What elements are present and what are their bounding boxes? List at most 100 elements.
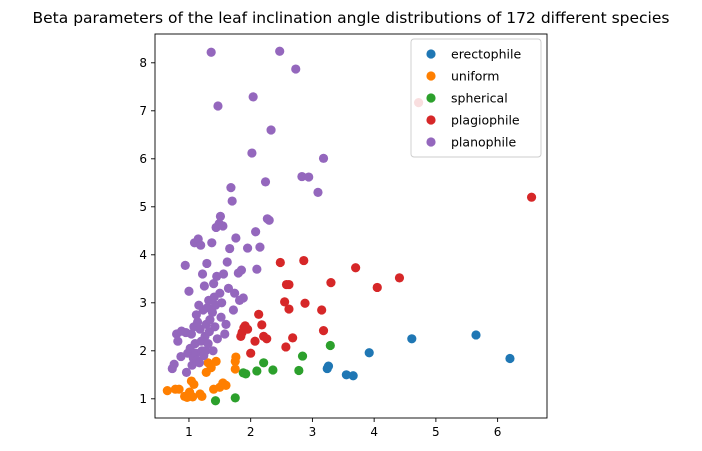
data-point: [394, 273, 405, 283]
data-point: [275, 46, 285, 56]
data-point: [242, 324, 253, 334]
y-tick-label: 8: [139, 56, 147, 70]
legend-label: erectophile: [451, 47, 521, 62]
data-point: [297, 351, 308, 361]
data-point: [191, 310, 201, 320]
x-tick-label: 2: [247, 425, 255, 439]
series-erectophile: [322, 330, 515, 381]
data-point: [162, 386, 172, 396]
data-point: [230, 288, 240, 298]
data-point: [260, 177, 271, 187]
data-point: [176, 351, 186, 362]
data-point: [186, 329, 197, 339]
data-point: [207, 307, 218, 317]
data-point: [505, 353, 515, 364]
legend-marker: [426, 93, 436, 103]
data-point: [248, 92, 258, 102]
data-point: [223, 283, 234, 293]
plot-border: [154, 33, 548, 419]
legend-label: planophile: [451, 135, 516, 150]
data-point: [188, 392, 198, 402]
legend: erectophile uniform spherical plagiophile pl…: [410, 38, 542, 158]
y-tick-label: 7: [139, 104, 147, 118]
x-tick-label: 3: [309, 425, 317, 439]
data-point: [208, 346, 218, 356]
legend-label: uniform: [451, 69, 499, 84]
data-point: [222, 257, 232, 267]
data-point: [195, 324, 205, 334]
data-point: [206, 363, 216, 373]
data-point: [218, 221, 228, 231]
data-point: [242, 243, 253, 253]
data-point: [211, 356, 221, 366]
data-point: [192, 317, 203, 327]
data-point: [299, 255, 309, 266]
data-point: [203, 339, 213, 349]
legend-marker: [426, 115, 436, 125]
series-spherical: [210, 340, 335, 406]
axes-frame: [154, 33, 548, 419]
data-point: [231, 233, 241, 243]
data-point: [197, 269, 208, 279]
y-tick-label: 4: [139, 248, 147, 262]
data-point: [238, 293, 248, 303]
data-point: [213, 101, 223, 111]
data-point: [288, 333, 298, 343]
data-point: [471, 330, 481, 340]
data-point: [241, 369, 251, 379]
data-point: [255, 242, 265, 252]
data-point: [236, 265, 247, 275]
legend-label: plagiophile: [451, 113, 520, 128]
legend-marker: [426, 137, 436, 147]
data-point: [250, 336, 260, 346]
y-tick-label: 6: [139, 152, 147, 166]
data-point: [246, 348, 256, 358]
data-point: [351, 263, 361, 273]
data-point: [221, 319, 231, 329]
data-point: [262, 334, 272, 344]
data-point: [207, 238, 217, 248]
data-point: [297, 171, 307, 182]
data-point: [326, 278, 336, 288]
data-point: [268, 365, 278, 375]
data-point: [231, 352, 241, 362]
data-point: [174, 384, 184, 394]
data-point: [252, 264, 262, 274]
data-point: [210, 396, 221, 406]
data-point: [325, 340, 335, 351]
data-point: [202, 258, 212, 269]
data-point: [313, 187, 323, 197]
data-point: [251, 227, 261, 237]
data-point: [318, 153, 329, 163]
data-point: [526, 192, 537, 202]
data-point: [284, 304, 294, 314]
y-tick-label: 1: [139, 392, 147, 406]
data-point: [323, 361, 334, 371]
data-point: [257, 320, 267, 330]
data-point: [275, 257, 285, 268]
data-point: [304, 172, 314, 182]
data-point: [348, 371, 358, 381]
data-point: [300, 298, 310, 308]
data-point: [206, 47, 216, 57]
data-point: [230, 393, 240, 403]
data-point: [230, 364, 240, 374]
x-tick-label: 4: [370, 425, 378, 439]
data-point: [227, 196, 237, 206]
x-tick-label: 5: [432, 425, 440, 439]
data-point: [291, 64, 301, 74]
data-point: [196, 240, 206, 250]
data-point: [225, 243, 235, 254]
data-point: [217, 298, 227, 308]
data-point: [280, 297, 290, 307]
data-point: [294, 365, 304, 376]
data-point: [215, 288, 225, 298]
legend-marker: [426, 71, 436, 81]
data-point: [226, 183, 236, 193]
data-point: [264, 215, 274, 225]
data-point: [221, 380, 231, 390]
data-point: [318, 326, 329, 336]
y-tick-label: 2: [139, 344, 147, 358]
data-point: [199, 281, 209, 291]
